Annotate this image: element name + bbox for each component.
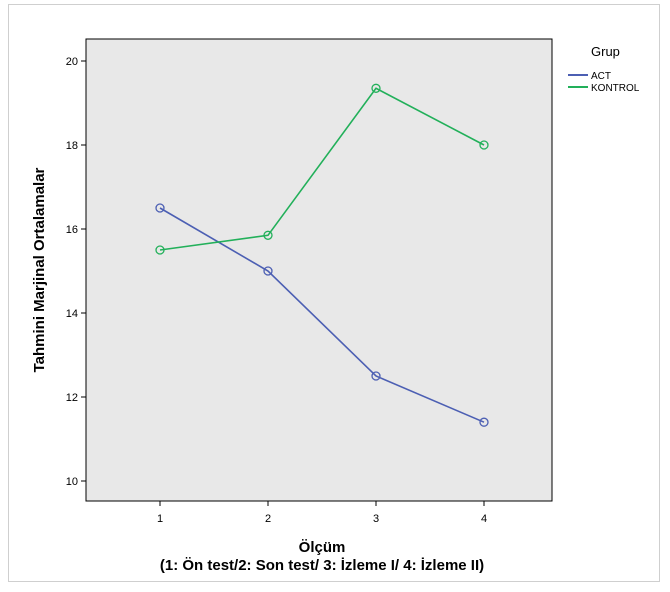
series-line-act [159, 207, 485, 423]
y-axis-title: Tahmini Marjinal Ortalamalar [31, 167, 48, 372]
x-tick-label: 3 [373, 513, 379, 525]
data-point-kontrol [155, 245, 165, 255]
legend-label-kontrol: KONTROL [591, 83, 640, 94]
y-tick-label: 10 [66, 476, 78, 488]
x-axis: 1 2 3 4 [157, 501, 487, 525]
x-axis-subtitle: (1: Ön test/2: Son test/ 3: İzleme I/ 4:… [160, 557, 484, 574]
series-line-kontrol [159, 87, 485, 251]
data-point-kontrol [263, 230, 273, 240]
x-axis-title: Ölçüm [299, 539, 346, 556]
data-point-act [155, 203, 165, 213]
data-point-kontrol [479, 140, 489, 150]
y-tick-label: 12 [66, 392, 78, 404]
y-tick-label: 14 [66, 308, 78, 320]
plot-area [85, 38, 553, 502]
data-point-kontrol [371, 83, 381, 93]
series-layer [155, 83, 489, 427]
x-tick-label: 1 [157, 513, 163, 525]
legend-title: Grup [591, 44, 620, 59]
data-point-act [263, 266, 273, 276]
y-tick-label: 20 [66, 56, 78, 68]
data-point-act [371, 371, 381, 381]
y-tick-label: 16 [66, 224, 78, 236]
data-point-act [479, 417, 489, 427]
x-tick-label: 4 [481, 513, 487, 525]
y-axis: 10 12 14 16 18 20 [66, 56, 86, 488]
x-tick-label: 2 [265, 513, 271, 525]
legend-label-act: ACT [591, 71, 611, 82]
y-tick-label: 18 [66, 140, 78, 152]
